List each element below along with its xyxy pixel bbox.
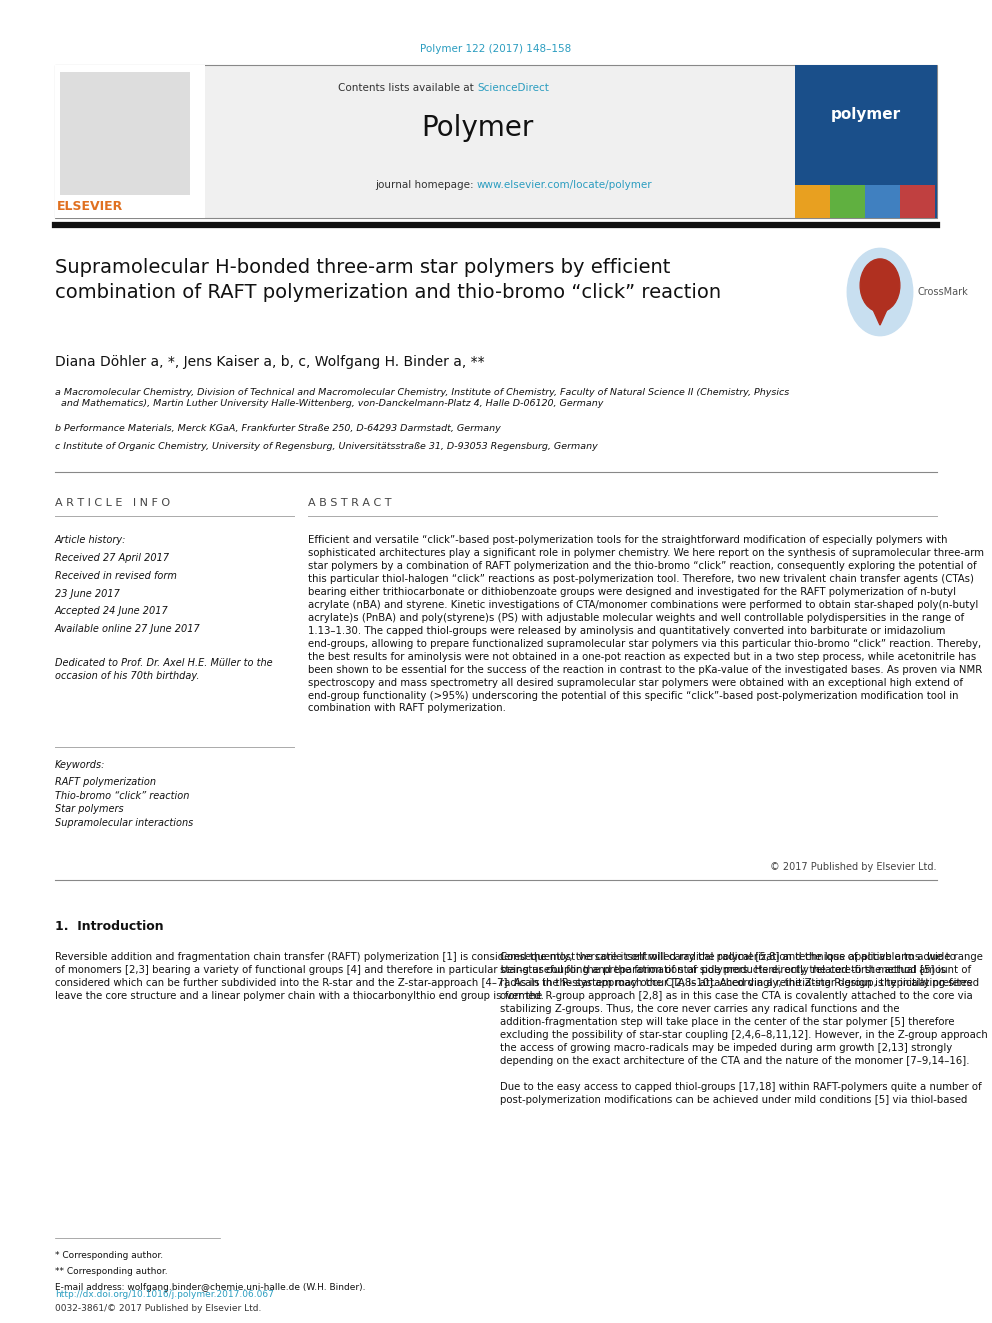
Text: 23 June 2017: 23 June 2017 [55, 589, 120, 598]
Text: ** Corresponding author.: ** Corresponding author. [55, 1267, 168, 1277]
Text: a Macromolecular Chemistry, Division of Technical and Macromolecular Chemistry, : a Macromolecular Chemistry, Division of … [55, 388, 790, 407]
Text: Available online 27 June 2017: Available online 27 June 2017 [55, 624, 200, 634]
Text: ELSEVIER: ELSEVIER [57, 201, 123, 213]
Text: b Performance Materials, Merck KGaA, Frankfurter Straße 250, D-64293 Darmstadt, : b Performance Materials, Merck KGaA, Fra… [55, 423, 501, 433]
Text: Consequently, the core itself will carry the radical [5,8] and the loss of activ: Consequently, the core itself will carry… [500, 953, 988, 1105]
Text: Received 27 April 2017: Received 27 April 2017 [55, 553, 169, 562]
Text: * Corresponding author.: * Corresponding author. [55, 1252, 163, 1261]
Bar [865, 185, 900, 218]
Text: E-mail address: wolfgang.binder@chemie.uni-halle.de (W.H. Binder).: E-mail address: wolfgang.binder@chemie.u… [55, 1283, 365, 1293]
Bar [795, 65, 937, 218]
Bar [55, 65, 205, 218]
Text: journal homepage:: journal homepage: [375, 180, 477, 191]
Bar [60, 71, 190, 194]
Bar [55, 65, 937, 218]
Circle shape [847, 249, 913, 336]
Circle shape [860, 259, 900, 312]
Text: Dedicated to Prof. Dr. Axel H.E. Müller to the
occasion of his 70th birthday.: Dedicated to Prof. Dr. Axel H.E. Müller … [55, 658, 273, 681]
Text: Received in revised form: Received in revised form [55, 570, 177, 581]
Text: polymer: polymer [831, 107, 901, 123]
Text: www.elsevier.com/locate/polymer: www.elsevier.com/locate/polymer [477, 180, 653, 191]
Text: A B S T R A C T: A B S T R A C T [308, 497, 392, 508]
Text: Keywords:: Keywords: [55, 759, 105, 770]
Text: Polymer 122 (2017) 148–158: Polymer 122 (2017) 148–158 [421, 44, 571, 54]
Text: Contents lists available at: Contents lists available at [338, 83, 477, 93]
Bar [900, 185, 935, 218]
Polygon shape [868, 299, 892, 325]
Bar [830, 185, 865, 218]
Text: Accepted 24 June 2017: Accepted 24 June 2017 [55, 606, 169, 617]
Text: Reversible addition and fragmentation chain transfer (RAFT) polymerization [1] i: Reversible addition and fragmentation ch… [55, 953, 983, 1002]
Text: Supramolecular H-bonded three-arm star polymers by efficient
combination of RAFT: Supramolecular H-bonded three-arm star p… [55, 258, 721, 302]
Text: Article history:: Article history: [55, 534, 126, 545]
Text: Diana Döhler a, *, Jens Kaiser a, b, c, Wolfgang H. Binder a, **: Diana Döhler a, *, Jens Kaiser a, b, c, … [55, 355, 485, 369]
Text: A R T I C L E   I N F O: A R T I C L E I N F O [55, 497, 170, 508]
Text: RAFT polymerization
Thio-bromo “click” reaction
Star polymers
Supramolecular int: RAFT polymerization Thio-bromo “click” r… [55, 777, 193, 828]
Text: Efficient and versatile “click”-based post-polymerization tools for the straight: Efficient and versatile “click”-based po… [308, 534, 984, 713]
Bar [795, 185, 830, 218]
Text: CrossMark: CrossMark [918, 287, 968, 296]
Text: c Institute of Organic Chemistry, University of Regensburg, Universitätsstraße 3: c Institute of Organic Chemistry, Univer… [55, 442, 598, 451]
Text: © 2017 Published by Elsevier Ltd.: © 2017 Published by Elsevier Ltd. [771, 863, 937, 872]
Text: 0032-3861/© 2017 Published by Elsevier Ltd.: 0032-3861/© 2017 Published by Elsevier L… [55, 1304, 261, 1312]
Text: ScienceDirect: ScienceDirect [477, 83, 549, 93]
Text: Polymer: Polymer [421, 114, 533, 142]
Text: http://dx.doi.org/10.1016/j.polymer.2017.06.067: http://dx.doi.org/10.1016/j.polymer.2017… [55, 1290, 274, 1299]
Text: 1.  Introduction: 1. Introduction [55, 919, 164, 933]
